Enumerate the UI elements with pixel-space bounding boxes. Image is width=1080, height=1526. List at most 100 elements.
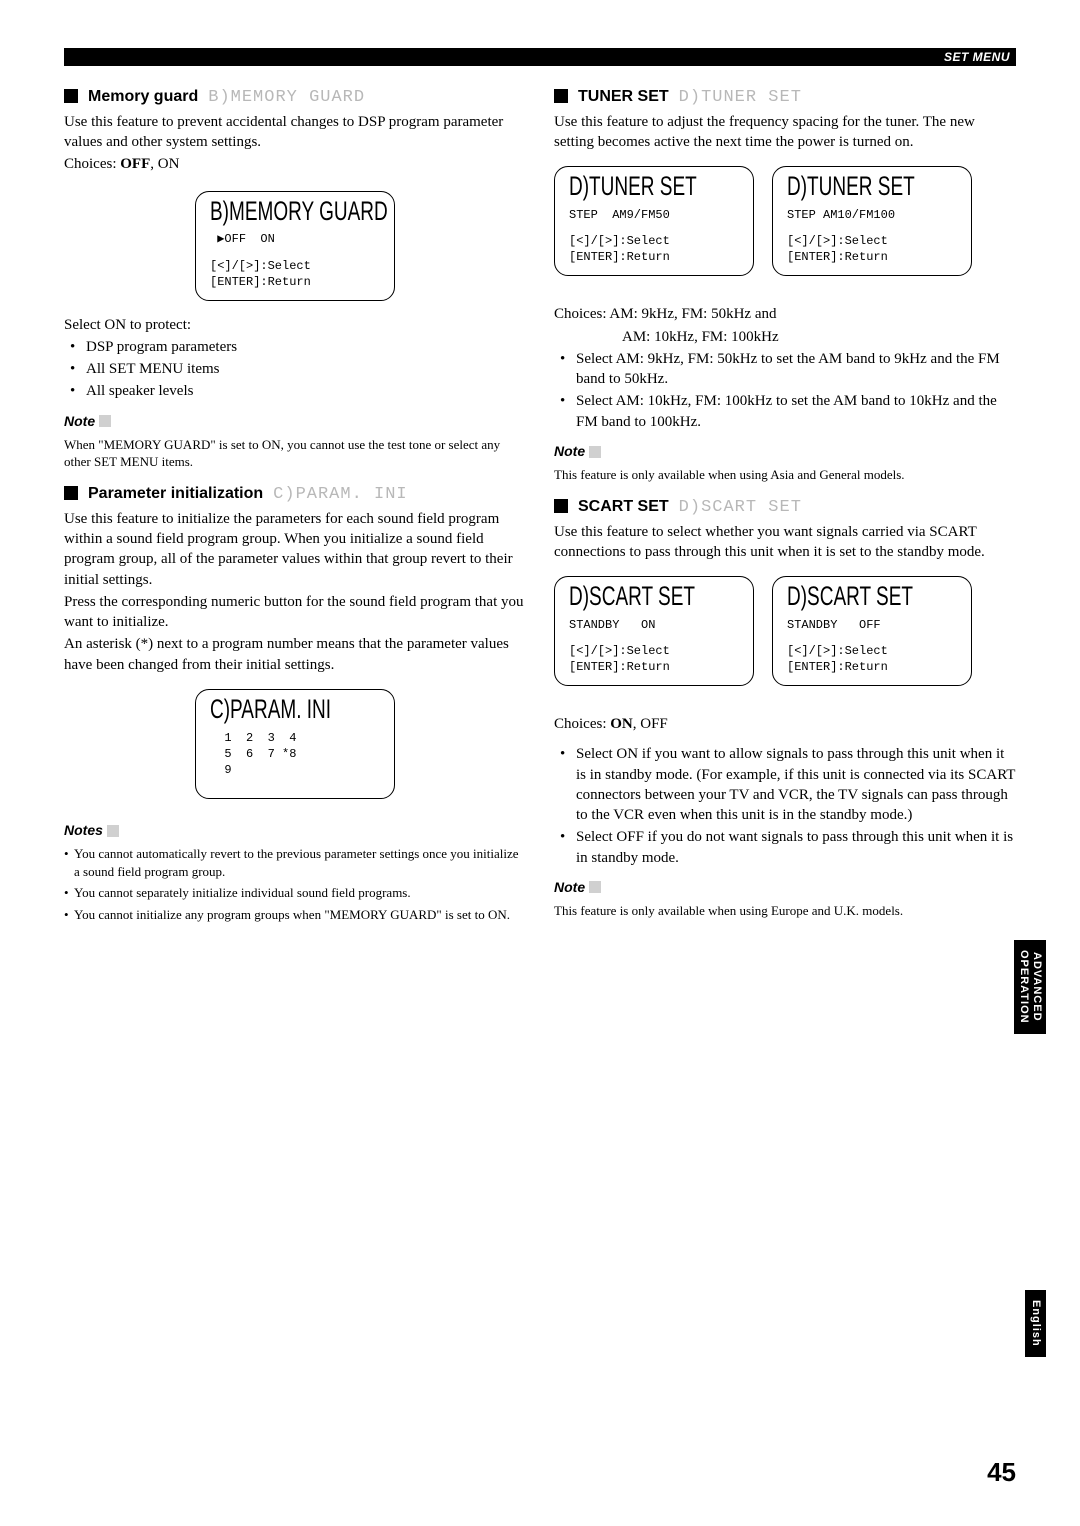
lcd-line: [ENTER]:Return: [210, 274, 380, 290]
section-memory-guard: Memory guard B)MEMORY GUARD: [64, 86, 526, 110]
choices-text: AM: 10kHz, FM: 100kHz: [554, 327, 1016, 347]
bullet-list: DSP program parameters All SET MENU item…: [64, 337, 526, 402]
body-text: Select ON to protect:: [64, 315, 526, 335]
lcd-line: 9: [210, 762, 380, 778]
notes-heading: Notes: [64, 821, 526, 841]
body-text: Use this feature to initialize the param…: [64, 509, 526, 590]
square-bullet-icon: [64, 89, 78, 103]
body-text: Use this feature to prevent accidental c…: [64, 112, 526, 153]
list-item: You cannot initialize any program groups…: [64, 906, 526, 924]
list-item: You cannot automatically revert to the p…: [64, 845, 526, 880]
note-bar-icon: [589, 446, 601, 458]
list-item: Select OFF if you do not want signals to…: [558, 827, 1016, 868]
choices-prefix: Choices:: [64, 156, 120, 172]
heading-bold: Parameter initialization: [88, 483, 263, 505]
lcd-tuner-2: D)TUNER SET STEP AM10/FM100 [<]/[>]:Sele…: [772, 166, 972, 276]
lcd-line: STEP AM10/FM100: [787, 207, 957, 223]
choices-line: Choices: ON, OFF: [554, 714, 1016, 734]
lcd-tuner-1: D)TUNER SET STEP AM9/FM50 [<]/[>]:Select…: [554, 166, 754, 276]
right-column: TUNER SET D)TUNER SET Use this feature t…: [554, 82, 1016, 933]
list-item: All SET MENU items: [68, 359, 526, 379]
side-tab-advanced: ADVANCED OPERATION: [1014, 940, 1046, 1034]
lcd-scart-1: D)SCART SET STANDBY ON [<]/[>]:Select [E…: [554, 576, 754, 686]
choices-bold: OFF: [120, 156, 150, 172]
choices-rest: , OFF: [633, 716, 668, 732]
lcd-line: 5 6 7 *8: [210, 746, 380, 762]
lcd-line: 1 2 3 4: [210, 730, 380, 746]
list-item: Select AM: 9kHz, FM: 50kHz to set the AM…: [558, 349, 1016, 390]
heading-mono: D)SCART SET: [679, 497, 802, 520]
note-label: Note: [554, 879, 589, 895]
lcd-line: [ENTER]:Return: [787, 249, 957, 265]
square-bullet-icon: [554, 89, 568, 103]
choices-indent: AM: 10kHz, FM: 100kHz: [554, 327, 1016, 347]
page-number: 45: [987, 1455, 1016, 1490]
header-bar: SET MENU: [64, 48, 1016, 66]
notes-list: You cannot automatically revert to the p…: [64, 845, 526, 923]
lcd-title: B)MEMORY GUARD: [210, 195, 380, 231]
choices-text: Choices: AM: 9kHz, FM: 50kHz and: [554, 304, 1016, 324]
body-text: Use this feature to adjust the frequency…: [554, 112, 1016, 153]
note-label: Note: [64, 413, 99, 429]
lcd-line: STANDBY ON: [569, 617, 739, 633]
lcd-line: STANDBY OFF: [787, 617, 957, 633]
note-heading: Note: [64, 412, 526, 432]
lcd-memory-guard: B)MEMORY GUARD ▶OFF ON [<]/[>]:Select [E…: [195, 191, 395, 301]
lcd-line: [<]/[>]:Select: [787, 643, 957, 659]
lcd-param-ini: C)PARAM. INI 1 2 3 4 5 6 7 *8 9: [195, 689, 395, 799]
note-label: Note: [554, 443, 589, 459]
body-text: An asterisk (*) next to a program number…: [64, 634, 526, 675]
list-item: You cannot separately initialize individ…: [64, 884, 526, 902]
note-text: This feature is only available when usin…: [554, 902, 1016, 920]
lcd-scart-2: D)SCART SET STANDBY OFF [<]/[>]:Select […: [772, 576, 972, 686]
list-item: Select ON if you want to allow signals t…: [558, 744, 1016, 825]
left-column: Memory guard B)MEMORY GUARD Use this fea…: [64, 82, 526, 933]
lcd-title: D)TUNER SET: [787, 170, 957, 206]
note-text: When "MEMORY GUARD" is set to ON, you ca…: [64, 436, 526, 471]
side-tab-english: English: [1025, 1290, 1046, 1357]
choices-rest: , ON: [150, 156, 179, 172]
lcd-title: D)SCART SET: [787, 580, 957, 616]
bullet-list: Select AM: 9kHz, FM: 50kHz to set the AM…: [554, 349, 1016, 432]
list-item: Select AM: 10kHz, FM: 100kHz to set the …: [558, 391, 1016, 432]
lcd-line: [<]/[>]:Select: [787, 233, 957, 249]
choices-line: Choices: OFF, ON: [64, 154, 526, 174]
list-item: DSP program parameters: [68, 337, 526, 357]
note-heading: Note: [554, 442, 1016, 462]
heading-mono: B)MEMORY GUARD: [208, 87, 365, 110]
notes-label: Notes: [64, 822, 107, 838]
section-param-init: Parameter initialization C)PARAM. INI: [64, 483, 526, 507]
list-item: All speaker levels: [68, 381, 526, 401]
heading-mono: C)PARAM. INI: [273, 484, 407, 507]
square-bullet-icon: [554, 499, 568, 513]
lcd-line: [ENTER]:Return: [569, 659, 739, 675]
section-tuner-set: TUNER SET D)TUNER SET: [554, 86, 1016, 110]
lcd-title: D)TUNER SET: [569, 170, 739, 206]
lcd-line: [ENTER]:Return: [787, 659, 957, 675]
heading-mono: D)TUNER SET: [679, 87, 802, 110]
header-label: SET MENU: [944, 49, 1010, 65]
heading-bold: TUNER SET: [578, 86, 669, 108]
lcd-line: [<]/[>]:Select: [569, 643, 739, 659]
section-scart-set: SCART SET D)SCART SET: [554, 496, 1016, 520]
lcd-title: D)SCART SET: [569, 580, 739, 616]
heading-bold: SCART SET: [578, 496, 669, 518]
note-bar-icon: [107, 825, 119, 837]
body-text: Use this feature to select whether you w…: [554, 522, 1016, 563]
lcd-line: STEP AM9/FM50: [569, 207, 739, 223]
note-text: This feature is only available when usin…: [554, 466, 1016, 484]
heading-bold: Memory guard: [88, 86, 198, 108]
square-bullet-icon: [64, 486, 78, 500]
note-heading: Note: [554, 878, 1016, 898]
bullet-list: Select ON if you want to allow signals t…: [554, 744, 1016, 868]
lcd-line: [<]/[>]:Select: [210, 258, 380, 274]
lcd-line: [<]/[>]:Select: [569, 233, 739, 249]
lcd-title: C)PARAM. INI: [210, 693, 380, 729]
note-bar-icon: [589, 881, 601, 893]
body-text: Press the corresponding numeric button f…: [64, 592, 526, 633]
lcd-line: ▶OFF ON: [210, 231, 380, 247]
lcd-line: [ENTER]:Return: [569, 249, 739, 265]
choices-bold: ON: [610, 716, 633, 732]
choices-prefix: Choices:: [554, 716, 610, 732]
note-bar-icon: [99, 415, 111, 427]
